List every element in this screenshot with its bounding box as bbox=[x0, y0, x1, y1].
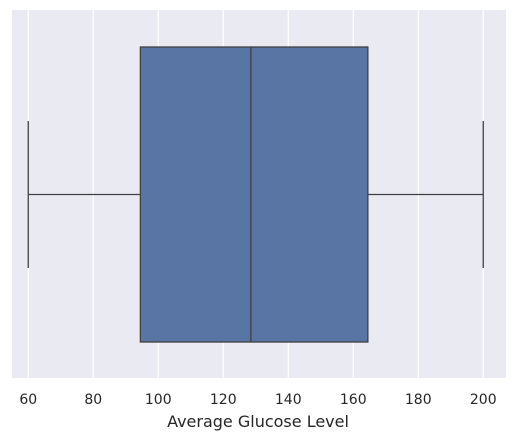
whiskers bbox=[27, 121, 484, 268]
x-tick-label: 160 bbox=[340, 392, 367, 408]
x-tick-label: 60 bbox=[19, 392, 37, 408]
x-tick-label: 80 bbox=[84, 392, 102, 408]
x-tick-label: 180 bbox=[405, 392, 432, 408]
x-tick-labels: 60 80 100 120 140 160 180 200 bbox=[19, 392, 496, 408]
x-tick-label: 100 bbox=[145, 392, 172, 408]
interquartile-box bbox=[139, 46, 369, 343]
x-tick-label: 120 bbox=[210, 392, 237, 408]
x-tick-label: 200 bbox=[470, 392, 497, 408]
x-tick-label: 140 bbox=[275, 392, 302, 408]
x-axis-label: Average Glucose Level bbox=[167, 412, 349, 431]
